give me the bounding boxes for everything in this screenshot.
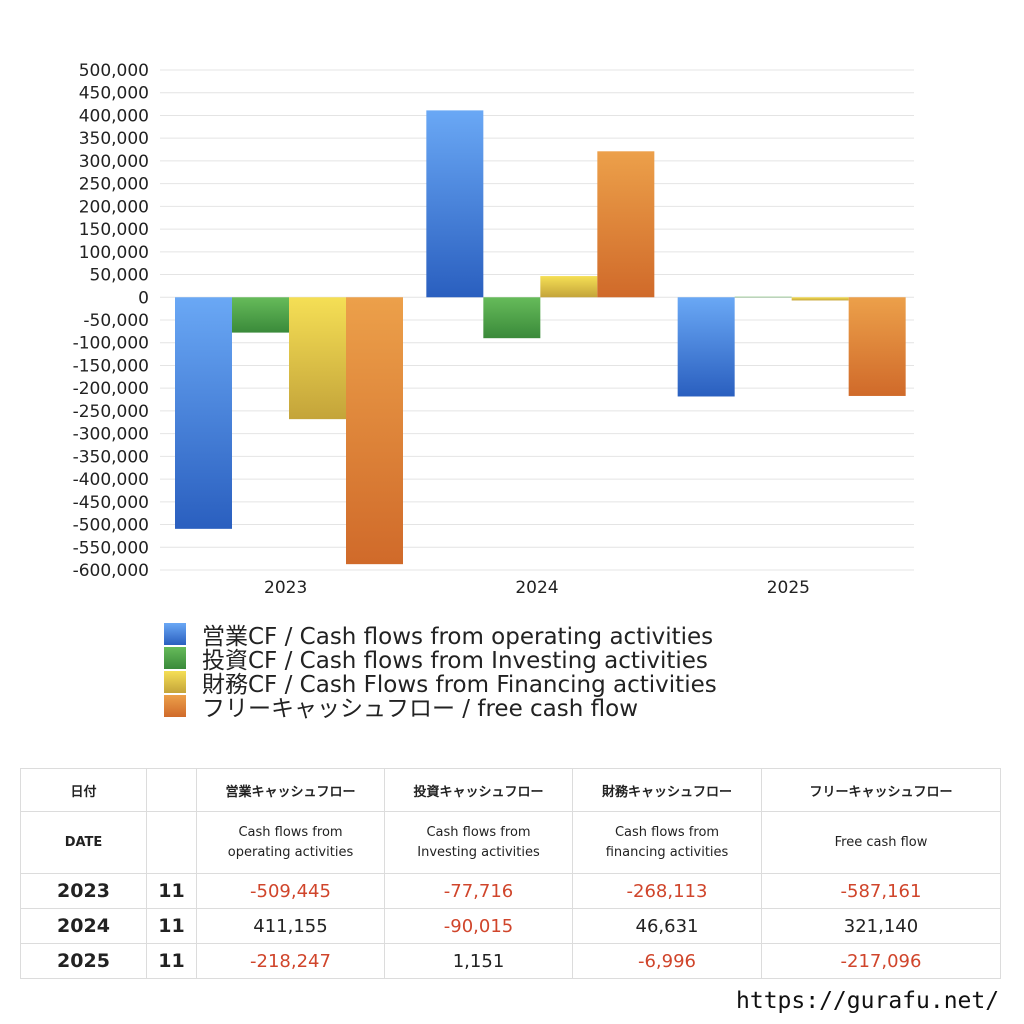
bar-2024-series-3 bbox=[597, 151, 655, 298]
cell-operating: 411,155 bbox=[196, 908, 385, 944]
row-year: 2023 bbox=[20, 873, 147, 909]
y-tick-label: -200,000 bbox=[73, 379, 149, 399]
header-month-ja bbox=[146, 768, 197, 812]
y-tick-label: -600,000 bbox=[73, 561, 149, 581]
bar-2024-series-0 bbox=[426, 110, 484, 298]
legend-swatch-financing bbox=[164, 671, 186, 693]
header-investing-ja: 投資キャッシュフロー bbox=[384, 768, 573, 812]
cell-free-cash-flow: 321,140 bbox=[761, 908, 1001, 944]
legend-item-operating: 営業CF / Cash flows from operating activit… bbox=[164, 622, 717, 650]
y-axis: -600,000 -550,000-500,000 -450,000 -400,000… bbox=[73, 61, 149, 581]
y-tick-label: 100,000 bbox=[79, 243, 149, 263]
y-tick-label: -150,000 bbox=[73, 356, 149, 376]
y-tick-label: 0 bbox=[138, 288, 149, 308]
x-tick-label: 2024 bbox=[515, 578, 558, 598]
legend-item-investing: 投資CF / Cash flows from Investing activit… bbox=[164, 646, 717, 674]
y-tick-label: -350,000 bbox=[73, 447, 149, 467]
legend-label-operating: 営業CF / Cash flows from operating activit… bbox=[202, 624, 714, 650]
legend-swatch-operating bbox=[164, 623, 186, 645]
header-financing-ja: 財務キャッシュフロー bbox=[572, 768, 762, 812]
cell-operating: -218,247 bbox=[196, 943, 385, 979]
table-row: 2025 11 -218,247 1,151 -6,996 -217,096 bbox=[20, 943, 1001, 979]
y-tick-label: 200,000 bbox=[79, 197, 149, 217]
y-tick-label: 450,000 bbox=[79, 84, 149, 104]
y-tick-label: 500,000 bbox=[79, 61, 149, 81]
y-tick-label: -450,000 bbox=[73, 493, 149, 513]
header-operating-en: Cash flows from operating activities bbox=[196, 811, 385, 874]
y-tick-label: -100,000 bbox=[73, 334, 149, 354]
header-operating-ja: 営業キャッシュフロー bbox=[196, 768, 385, 812]
y-tick-label: 250,000 bbox=[79, 175, 149, 195]
header-free-cash-flow-ja: フリーキャッシュフロー bbox=[761, 768, 1001, 812]
row-month: 11 bbox=[146, 873, 197, 909]
x-tick-label: 2023 bbox=[264, 578, 307, 598]
cell-investing: -77,716 bbox=[384, 873, 573, 909]
table-row: 2024 11 411,155 -90,015 46,631 321,140 bbox=[20, 908, 1001, 944]
cell-free-cash-flow: -587,161 bbox=[761, 873, 1001, 909]
bar-2025-series-3 bbox=[848, 297, 906, 396]
legend-label-investing: 投資CF / Cash flows from Investing activit… bbox=[202, 648, 708, 674]
table-header-ja: 日付 営業キャッシュフロー 投資キャッシュフロー 財務キャッシュフロー フリーキ… bbox=[20, 768, 1001, 812]
cell-financing: 46,631 bbox=[572, 908, 762, 944]
bar-2023-series-0 bbox=[175, 297, 232, 529]
row-month: 11 bbox=[146, 943, 197, 979]
y-tick-label: 150,000 bbox=[79, 220, 149, 240]
cell-free-cash-flow: -217,096 bbox=[761, 943, 1001, 979]
row-year: 2025 bbox=[20, 943, 147, 979]
bar-2025-series-1 bbox=[734, 296, 792, 298]
legend-label-financing: 財務CF / Cash Flows from Financing activit… bbox=[202, 672, 717, 698]
header-date-ja: 日付 bbox=[20, 768, 147, 812]
cash-flow-table: 日付 営業キャッシュフロー 投資キャッシュフロー 財務キャッシュフロー フリーキ… bbox=[20, 768, 1001, 979]
header-financing-en: Cash flows from financing activities bbox=[572, 811, 762, 874]
y-tick-label: 300,000 bbox=[79, 152, 149, 172]
bar-2025-series-0 bbox=[677, 297, 735, 397]
cash-flow-bar-chart: -600,000 -550,000-500,000 -450,000 -400,000… bbox=[73, 61, 914, 598]
cell-operating: -509,445 bbox=[196, 873, 385, 909]
table-header-en: DATE Cash flows from operating activities… bbox=[20, 811, 1001, 874]
site-url-link[interactable]: https://gurafu.net/ bbox=[736, 988, 1000, 1014]
x-tick-label: 2025 bbox=[767, 578, 810, 598]
legend-item-financing: 財務CF / Cash Flows from Financing activit… bbox=[164, 670, 717, 698]
legend-label-free-cash-flow: フリーキャッシュフロー / free cash flow bbox=[202, 696, 639, 722]
header-investing-en: Cash flows from Investing activities bbox=[384, 811, 573, 874]
y-tick-label: -400,000 bbox=[73, 470, 149, 490]
cell-financing: -6,996 bbox=[572, 943, 762, 979]
cell-investing: -90,015 bbox=[384, 908, 573, 944]
bar-2023-series-3 bbox=[346, 297, 403, 565]
legend-swatch-investing bbox=[164, 647, 186, 669]
header-month-en bbox=[146, 811, 197, 874]
table-row: 2023 11 -509,445 -77,716 -268,113 -587,1… bbox=[20, 873, 1001, 909]
legend-swatch-free-cash-flow bbox=[164, 695, 186, 717]
header-free-cash-flow-en: Free cash flow bbox=[761, 811, 1001, 874]
y-tick-label: -50,000 bbox=[83, 311, 149, 331]
cell-financing: -268,113 bbox=[572, 873, 762, 909]
bar-2023-series-1 bbox=[232, 297, 289, 333]
bars bbox=[175, 110, 906, 565]
y-tick-label: 350,000 bbox=[79, 129, 149, 149]
bar-2024-series-2 bbox=[540, 276, 598, 298]
row-year: 2024 bbox=[20, 908, 147, 944]
y-tick-label: -550,000 bbox=[73, 538, 149, 558]
cell-investing: 1,151 bbox=[384, 943, 573, 979]
legend: 営業CF / Cash flows from operating activit… bbox=[164, 622, 717, 722]
y-tick-label: -500,000 bbox=[73, 516, 149, 536]
y-tick-label: 50,000 bbox=[90, 266, 149, 286]
bar-2024-series-1 bbox=[483, 297, 541, 339]
bar-2025-series-2 bbox=[791, 297, 849, 301]
row-month: 11 bbox=[146, 908, 197, 944]
y-tick-label: 400,000 bbox=[79, 106, 149, 126]
bar-2023-series-2 bbox=[289, 297, 346, 420]
y-tick-label: -300,000 bbox=[73, 425, 149, 445]
header-date-en: DATE bbox=[20, 811, 147, 874]
y-tick-label: -250,000 bbox=[73, 402, 149, 422]
x-axis: 2023 2024 2025 bbox=[264, 578, 810, 598]
legend-item-free-cash-flow: フリーキャッシュフロー / free cash flow bbox=[164, 694, 717, 722]
